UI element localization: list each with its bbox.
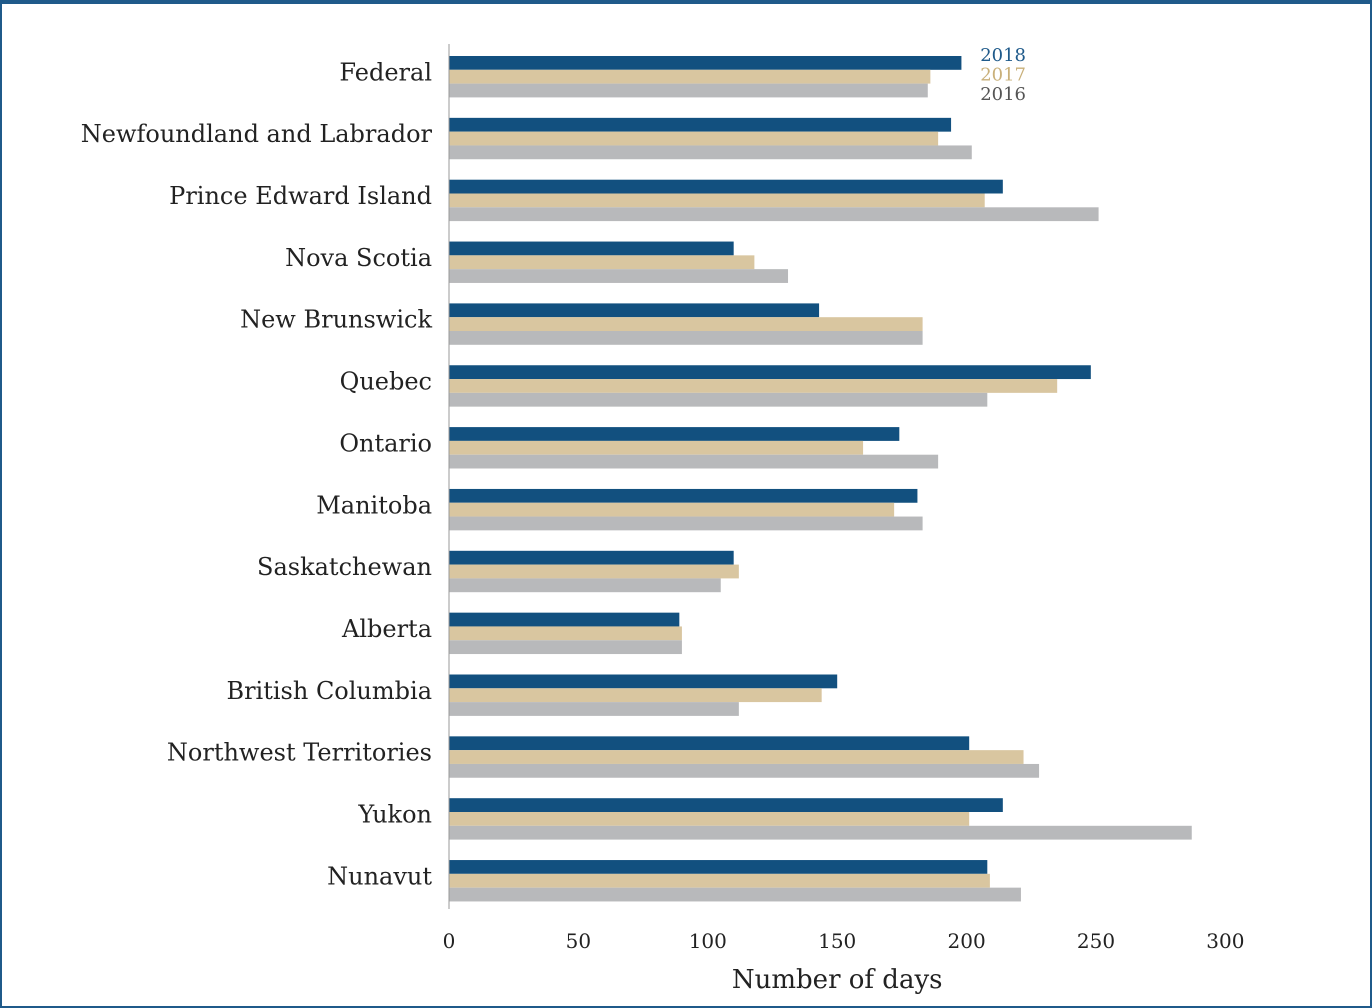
bar-yukon-2016 — [449, 825, 1192, 840]
category-label-yukon: Yukon — [357, 801, 432, 829]
bar-nunavut-2018 — [449, 860, 988, 874]
bar-new-brunswick-2018 — [449, 303, 820, 318]
category-label-manitoba: Manitoba — [316, 491, 432, 519]
category-label-ontario: Ontario — [339, 429, 432, 457]
bar-northwest-territories-2016 — [449, 763, 1040, 778]
bar-saskatchewan-2017 — [449, 564, 739, 579]
bar-new-brunswick-2016 — [449, 331, 923, 345]
legend-label-2018: 2018 — [980, 45, 1026, 66]
bar-newfoundland-and-labrador-2016 — [449, 145, 972, 160]
category-label-british-columbia: British Columbia — [226, 677, 432, 705]
bar-northwest-territories-2018 — [449, 736, 970, 751]
bar-prince-edward-island-2018 — [449, 179, 1003, 194]
category-label-newfoundland-and-labrador: Newfoundland and Labrador — [81, 120, 433, 148]
category-label-alberta: Alberta — [341, 615, 432, 643]
bar-newfoundland-and-labrador-2017 — [449, 131, 939, 146]
bar-ontario-2017 — [449, 440, 864, 455]
category-label-saskatchewan: Saskatchewan — [257, 553, 432, 581]
category-label-new-brunswick: New Brunswick — [240, 306, 432, 334]
bar-british-columbia-2016 — [449, 702, 739, 716]
bar-nova-scotia-2017 — [449, 255, 755, 270]
x-tick-label-200: 200 — [948, 929, 986, 953]
legend-label-2016: 2016 — [980, 84, 1026, 105]
x-tick-labels: 0 50 100 150 200 250 300 — [443, 929, 1245, 953]
bar-ontario-2018 — [449, 427, 900, 441]
x-tick-label-150: 150 — [818, 929, 856, 953]
category-label-northwest-territories: Northwest Territories — [167, 739, 432, 767]
bar-prince-edward-island-2017 — [449, 193, 985, 208]
x-tick-label-50: 50 — [566, 929, 591, 953]
bar-manitoba-2018 — [449, 488, 918, 503]
bar-british-columbia-2018 — [449, 674, 838, 689]
bar-nova-scotia-2018 — [449, 241, 734, 256]
bar-nova-scotia-2016 — [449, 269, 789, 283]
category-labels: Federal Newfoundland and Labrador Prince E… — [81, 58, 433, 890]
bar-new-brunswick-2017 — [449, 317, 923, 331]
bar-federal-2018 — [449, 56, 962, 70]
legend-label-2017: 2017 — [980, 65, 1026, 86]
bar-saskatchewan-2018 — [449, 550, 734, 565]
x-tick-label-250: 250 — [1077, 929, 1115, 953]
bar-saskatchewan-2016 — [449, 578, 721, 593]
bar-prince-edward-island-2016 — [449, 207, 1099, 222]
category-label-nunavut: Nunavut — [327, 862, 432, 890]
bar-alberta-2016 — [449, 640, 682, 655]
category-label-quebec: Quebec — [340, 368, 432, 396]
bar-federal-2016 — [449, 83, 928, 98]
category-label-federal: Federal — [339, 58, 432, 86]
bar-federal-2017 — [449, 69, 931, 84]
bar-manitoba-2017 — [449, 502, 895, 517]
bar-alberta-2018 — [449, 612, 680, 627]
x-axis-title: Number of days — [732, 965, 943, 995]
frame-top-rule — [0, 0, 1372, 4]
bar-newfoundland-and-labrador-2018 — [449, 117, 952, 132]
x-tick-label-300: 300 — [1206, 929, 1244, 953]
x-tick-label-0: 0 — [443, 929, 456, 953]
bar-northwest-territories-2017 — [449, 750, 1024, 764]
bar-yukon-2017 — [449, 812, 970, 826]
bar-nunavut-2016 — [449, 887, 1021, 902]
category-label-nova-scotia: Nova Scotia — [285, 244, 432, 272]
bars-group — [449, 56, 1192, 902]
x-tick-label-100: 100 — [689, 929, 727, 953]
bar-manitoba-2016 — [449, 516, 923, 531]
category-label-prince-edward-island: Prince Edward Island — [169, 182, 432, 210]
bar-quebec-2018 — [449, 365, 1091, 380]
bar-ontario-2016 — [449, 454, 939, 469]
bar-alberta-2017 — [449, 626, 682, 641]
bar-nunavut-2017 — [449, 873, 990, 888]
bar-british-columbia-2017 — [449, 688, 822, 703]
bar-quebec-2016 — [449, 392, 988, 407]
bar-yukon-2018 — [449, 798, 1003, 812]
bar-quebec-2017 — [449, 379, 1058, 393]
